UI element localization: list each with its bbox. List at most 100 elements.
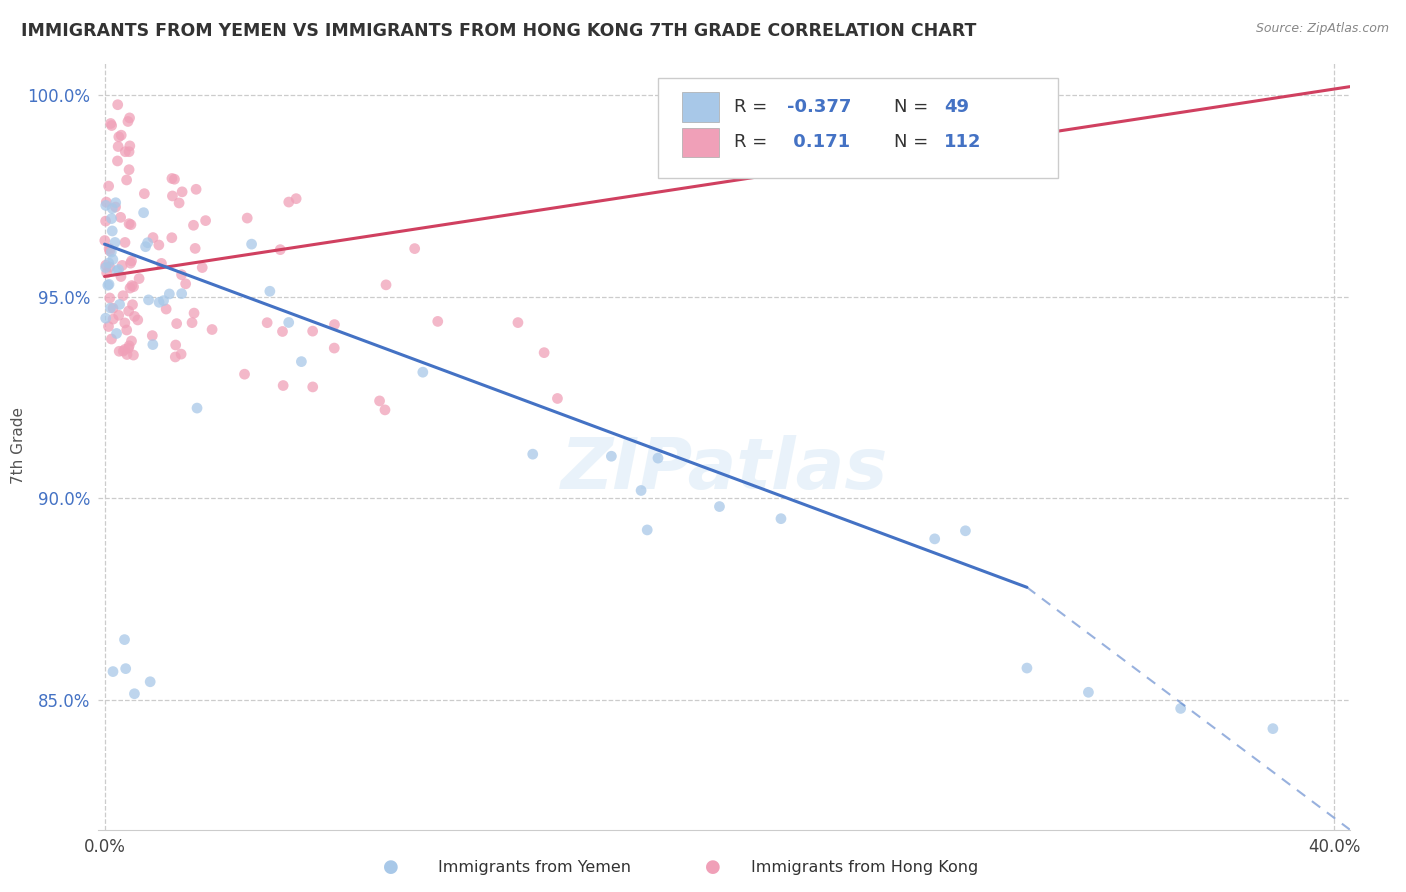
- Point: [94, 214, 117, 228]
- Text: Immigrants from Yemen: Immigrants from Yemen: [437, 861, 631, 875]
- Point: [94, 198, 117, 212]
- Point: [114, 235, 136, 250]
- Point: [678, 92, 700, 106]
- Point: [110, 128, 132, 143]
- Point: [104, 235, 127, 250]
- Point: [709, 500, 731, 514]
- Point: [101, 252, 124, 267]
- Point: [1261, 722, 1284, 736]
- Point: [98, 244, 121, 258]
- Point: [412, 365, 434, 379]
- Point: [636, 523, 658, 537]
- Text: R =: R =: [734, 133, 768, 152]
- Point: [114, 316, 136, 330]
- Point: [1170, 701, 1192, 715]
- Point: [98, 260, 121, 274]
- Point: [94, 311, 117, 326]
- Point: [174, 277, 197, 291]
- Point: [118, 339, 141, 353]
- Point: [121, 334, 143, 348]
- Point: [118, 281, 141, 295]
- Point: [183, 219, 205, 233]
- Point: [955, 524, 977, 538]
- Point: [769, 511, 792, 525]
- Point: [148, 238, 170, 252]
- Point: [172, 185, 194, 199]
- Point: [128, 271, 150, 285]
- Point: [101, 301, 124, 316]
- Point: [271, 325, 294, 339]
- Point: [134, 186, 156, 201]
- Point: [165, 350, 187, 364]
- Point: [115, 173, 138, 187]
- Point: [121, 278, 143, 293]
- Point: [277, 195, 299, 210]
- Point: [138, 293, 160, 307]
- Point: [115, 347, 138, 361]
- Point: [101, 202, 124, 216]
- Point: [118, 139, 141, 153]
- Text: -0.377: -0.377: [787, 98, 851, 116]
- Point: [323, 341, 346, 355]
- Point: [122, 279, 145, 293]
- Point: [94, 234, 117, 248]
- Point: [142, 337, 165, 351]
- Point: [121, 298, 143, 312]
- Point: [107, 308, 129, 322]
- Text: 0.171: 0.171: [787, 133, 849, 152]
- Text: R =: R =: [734, 98, 768, 116]
- Point: [375, 277, 398, 292]
- Point: [107, 139, 129, 153]
- Point: [426, 314, 449, 328]
- Point: [301, 324, 323, 338]
- Point: [117, 304, 139, 318]
- Point: [115, 323, 138, 337]
- Point: [98, 291, 121, 305]
- Text: Immigrants from Hong Kong: Immigrants from Hong Kong: [751, 861, 979, 875]
- Point: [110, 269, 132, 284]
- Point: [107, 153, 129, 168]
- Point: [170, 268, 193, 282]
- Point: [132, 205, 155, 219]
- Point: [111, 259, 134, 273]
- Text: Source: ZipAtlas.com: Source: ZipAtlas.com: [1256, 22, 1389, 36]
- Point: [111, 289, 134, 303]
- Text: N =: N =: [894, 98, 928, 116]
- Point: [184, 182, 207, 196]
- Point: [150, 256, 173, 270]
- Point: [301, 380, 323, 394]
- Point: [186, 401, 208, 415]
- Point: [100, 211, 122, 226]
- Point: [108, 129, 131, 144]
- Point: [107, 97, 129, 112]
- FancyBboxPatch shape: [682, 93, 718, 121]
- Point: [124, 310, 146, 324]
- Point: [163, 172, 186, 186]
- Point: [141, 328, 163, 343]
- Point: [117, 341, 139, 355]
- Point: [1077, 685, 1099, 699]
- Point: [100, 119, 122, 133]
- Point: [100, 245, 122, 260]
- Point: [374, 403, 396, 417]
- Point: [271, 378, 294, 392]
- Point: [277, 316, 299, 330]
- Text: 112: 112: [945, 133, 981, 152]
- Point: [108, 344, 131, 359]
- Point: [127, 313, 149, 327]
- Point: [121, 254, 143, 268]
- Point: [117, 114, 139, 128]
- Point: [97, 179, 120, 194]
- Point: [100, 116, 122, 130]
- Point: [118, 145, 141, 159]
- Point: [1015, 661, 1038, 675]
- Point: [101, 665, 124, 679]
- Point: [256, 316, 278, 330]
- Point: [157, 287, 180, 301]
- Point: [104, 195, 127, 210]
- Point: [162, 189, 184, 203]
- Point: [166, 317, 188, 331]
- Point: [98, 242, 121, 256]
- Point: [522, 447, 544, 461]
- Text: IMMIGRANTS FROM YEMEN VS IMMIGRANTS FROM HONG KONG 7TH GRADE CORRELATION CHART: IMMIGRANTS FROM YEMEN VS IMMIGRANTS FROM…: [21, 22, 976, 40]
